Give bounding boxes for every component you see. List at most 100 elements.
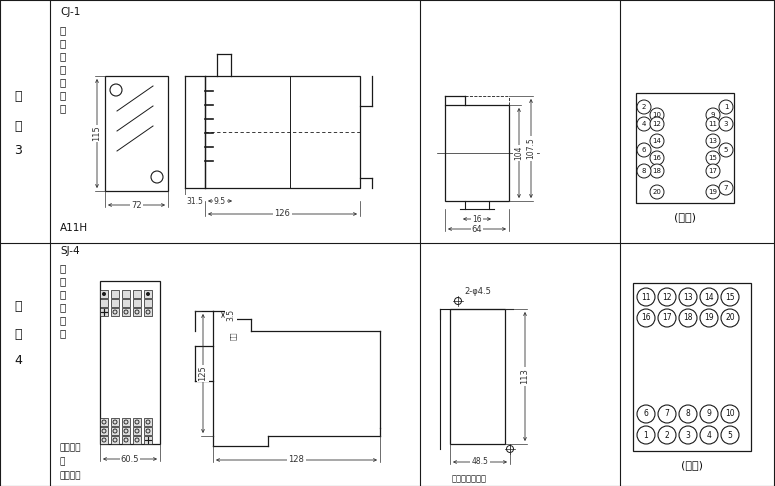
Bar: [111, 308, 119, 316]
Bar: [450, 309, 505, 444]
Circle shape: [679, 288, 697, 306]
Text: 1: 1: [643, 431, 649, 439]
Circle shape: [706, 117, 720, 131]
Bar: [445, 105, 509, 201]
Text: 60.5: 60.5: [121, 454, 140, 464]
Circle shape: [721, 309, 739, 327]
Text: 20: 20: [653, 189, 661, 195]
Bar: [133, 418, 141, 426]
Circle shape: [706, 185, 720, 199]
Text: 凸: 凸: [60, 263, 66, 273]
Bar: [144, 418, 152, 426]
Circle shape: [637, 405, 655, 423]
Text: 3: 3: [14, 144, 22, 157]
Circle shape: [679, 405, 697, 423]
Text: 11: 11: [708, 121, 718, 127]
Text: 72: 72: [131, 201, 142, 209]
Text: 1: 1: [724, 104, 728, 110]
Bar: [100, 427, 108, 435]
Bar: [633, 283, 751, 451]
Text: 15: 15: [708, 155, 718, 161]
Circle shape: [719, 100, 733, 114]
Circle shape: [721, 405, 739, 423]
Bar: [111, 299, 119, 307]
Circle shape: [650, 185, 664, 199]
Text: 卡軌安裝: 卡軌安裝: [60, 444, 81, 452]
Text: 16: 16: [653, 155, 662, 161]
Text: 18: 18: [653, 168, 662, 174]
Text: 線: 線: [60, 328, 66, 338]
Circle shape: [650, 108, 664, 122]
Bar: [122, 418, 130, 426]
Bar: [111, 436, 119, 444]
Bar: [144, 308, 152, 316]
Text: 2: 2: [665, 431, 670, 439]
Bar: [105, 76, 168, 191]
Circle shape: [650, 164, 664, 178]
Bar: [122, 299, 130, 307]
Text: 18: 18: [684, 313, 693, 323]
Bar: [100, 290, 108, 298]
Bar: [111, 427, 119, 435]
Circle shape: [706, 164, 720, 178]
Bar: [100, 308, 108, 316]
Circle shape: [700, 288, 718, 306]
Text: A11H: A11H: [60, 223, 88, 233]
Text: 17: 17: [708, 168, 718, 174]
Text: 8: 8: [642, 168, 646, 174]
Text: 或: 或: [60, 457, 65, 467]
Text: 115: 115: [92, 125, 102, 141]
Bar: [636, 93, 734, 203]
Text: 2: 2: [642, 104, 646, 110]
Text: 出: 出: [60, 276, 66, 286]
Text: 19: 19: [704, 313, 714, 323]
Text: 113: 113: [521, 368, 529, 384]
Circle shape: [637, 288, 655, 306]
Text: 3: 3: [686, 431, 691, 439]
Text: 4: 4: [14, 354, 22, 367]
Circle shape: [706, 108, 720, 122]
Circle shape: [650, 151, 664, 165]
Text: 8: 8: [686, 410, 691, 418]
Circle shape: [719, 117, 733, 131]
Bar: [144, 436, 152, 444]
Bar: [205, 76, 360, 188]
Text: 16: 16: [641, 313, 651, 323]
Text: 圖: 圖: [14, 120, 22, 133]
Text: 線: 線: [60, 103, 66, 113]
Text: 11: 11: [641, 293, 651, 301]
Circle shape: [700, 426, 718, 444]
Text: (正视): (正视): [681, 460, 703, 470]
Circle shape: [658, 309, 676, 327]
Circle shape: [700, 405, 718, 423]
Bar: [111, 418, 119, 426]
Bar: [122, 290, 130, 298]
Bar: [122, 427, 130, 435]
Circle shape: [637, 309, 655, 327]
Text: 17: 17: [662, 313, 672, 323]
Text: 64: 64: [472, 225, 482, 233]
Text: 48.5: 48.5: [471, 457, 488, 467]
Text: 12: 12: [653, 121, 661, 127]
Circle shape: [658, 405, 676, 423]
Circle shape: [721, 288, 739, 306]
Text: 15: 15: [725, 293, 735, 301]
Circle shape: [706, 151, 720, 165]
Bar: [133, 290, 141, 298]
Circle shape: [721, 426, 739, 444]
Text: 附: 附: [14, 89, 22, 103]
Text: 19: 19: [708, 189, 718, 195]
Circle shape: [679, 309, 697, 327]
Circle shape: [719, 143, 733, 157]
Bar: [133, 299, 141, 307]
Bar: [122, 436, 130, 444]
Bar: [144, 427, 152, 435]
Text: 12: 12: [663, 293, 672, 301]
Text: 126: 126: [274, 209, 291, 219]
Bar: [133, 308, 141, 316]
Text: 4: 4: [642, 121, 646, 127]
Text: 后: 后: [60, 77, 66, 87]
Text: 14: 14: [704, 293, 714, 301]
Text: 13: 13: [684, 293, 693, 301]
Text: 10: 10: [725, 410, 735, 418]
